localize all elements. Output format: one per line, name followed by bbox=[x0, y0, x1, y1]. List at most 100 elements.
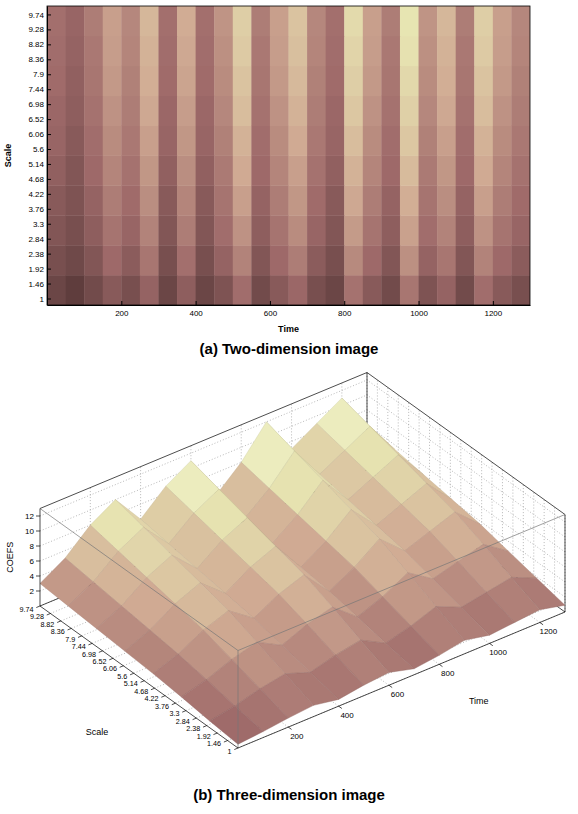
heatmap-cell bbox=[196, 6, 215, 36]
heatmap-cell bbox=[363, 126, 382, 156]
tick-label: 1000 bbox=[489, 648, 507, 657]
box-edge bbox=[367, 373, 565, 515]
heatmap-cell bbox=[103, 6, 122, 36]
tick-mark bbox=[47, 134, 51, 135]
heatmap-cell bbox=[307, 275, 326, 305]
x-axis-title: Time bbox=[278, 324, 299, 334]
heatmap-cell bbox=[307, 6, 326, 36]
tick-mark bbox=[161, 696, 165, 698]
tick-label: 10 bbox=[25, 527, 34, 536]
heatmap-cell bbox=[437, 245, 456, 275]
surface bbox=[40, 398, 565, 744]
heatmap-cell bbox=[511, 36, 530, 66]
tick-mark bbox=[47, 119, 51, 120]
tick-mark bbox=[344, 301, 345, 305]
heatmap-cell bbox=[103, 126, 122, 156]
heatmap-cell bbox=[400, 275, 419, 305]
heatmap-cell bbox=[251, 156, 270, 186]
tick-mark bbox=[36, 516, 40, 517]
heatmap-cell bbox=[474, 96, 493, 126]
tick-label: 9.74 bbox=[28, 11, 44, 20]
heatmap-cell bbox=[84, 126, 103, 156]
axis-line bbox=[47, 7, 48, 306]
tick-label: 5.6 bbox=[33, 145, 45, 154]
tick-label: 400 bbox=[189, 309, 203, 318]
heatmap-cell bbox=[456, 6, 475, 36]
heatmap-cell bbox=[381, 36, 400, 66]
heatmap-cell bbox=[400, 96, 419, 126]
tick-mark bbox=[120, 666, 124, 668]
tick-mark bbox=[47, 299, 51, 300]
heatmap-cell bbox=[363, 96, 382, 126]
tick-mark bbox=[47, 74, 51, 75]
box-front bbox=[40, 509, 565, 749]
heatmap-cell bbox=[400, 36, 419, 66]
heatmap-cell bbox=[456, 215, 475, 245]
y-axis-title: Scale bbox=[86, 727, 109, 737]
heatmap-cell bbox=[419, 66, 438, 96]
tick-label: 7.9 bbox=[33, 70, 45, 79]
tick-mark bbox=[234, 748, 238, 750]
heatmap-cell bbox=[363, 6, 382, 36]
tick-mark bbox=[36, 546, 40, 547]
heatmap-cell bbox=[251, 245, 270, 275]
heatmap-cell bbox=[47, 6, 66, 36]
heatmap-cell bbox=[493, 245, 512, 275]
tick-label: 3.3 bbox=[33, 220, 45, 229]
heatmap-cell bbox=[289, 96, 308, 126]
heatmap-cell bbox=[121, 275, 140, 305]
heatmap-cell bbox=[158, 36, 177, 66]
heatmap-cell bbox=[214, 245, 233, 275]
tick: 1000 bbox=[410, 301, 428, 318]
tick-mark bbox=[47, 209, 51, 210]
heatmap-cell bbox=[326, 215, 345, 245]
heatmap-cell bbox=[158, 96, 177, 126]
heatmap-cell bbox=[493, 185, 512, 215]
heatmap-cell bbox=[84, 6, 103, 36]
grid-line bbox=[565, 515, 566, 613]
heatmap-cell bbox=[196, 275, 215, 305]
tick-label: 6.52 bbox=[28, 115, 44, 124]
heatmap-cell bbox=[103, 36, 122, 66]
tick-label: 6 bbox=[30, 557, 35, 566]
heatmap-cell bbox=[233, 36, 252, 66]
heatmap-cell bbox=[363, 215, 382, 245]
heatmap-cell bbox=[103, 275, 122, 305]
heatmap-cell bbox=[381, 96, 400, 126]
heatmap-cell bbox=[47, 126, 66, 156]
heatmap-cell bbox=[381, 185, 400, 215]
heatmap-cell bbox=[511, 275, 530, 305]
tick-label: 3.3 bbox=[169, 709, 179, 718]
heatmap-cell bbox=[400, 66, 419, 96]
heatmap-cell bbox=[158, 156, 177, 186]
heatmap-cell bbox=[121, 96, 140, 126]
heatmap-cell bbox=[233, 6, 252, 36]
tick-mark bbox=[47, 179, 51, 180]
tick: 1.46 bbox=[28, 280, 51, 289]
heatmap-cell bbox=[511, 126, 530, 156]
heatmap-cell bbox=[196, 156, 215, 186]
heatmap-cell bbox=[419, 215, 438, 245]
tick-mark bbox=[57, 621, 61, 623]
tick-mark bbox=[288, 727, 291, 729]
heatmap-cell bbox=[307, 126, 326, 156]
heatmap-cell bbox=[493, 66, 512, 96]
tick-label: 2 bbox=[30, 587, 35, 596]
heatmap-cell bbox=[47, 215, 66, 245]
heatmap-cell bbox=[103, 156, 122, 186]
heatmap-cell bbox=[270, 36, 289, 66]
tick: 800 bbox=[338, 301, 352, 318]
tick-mark bbox=[270, 301, 271, 305]
heatmap-cell bbox=[270, 66, 289, 96]
heatmap-cell bbox=[493, 6, 512, 36]
heatmap-cell bbox=[140, 215, 159, 245]
tick: 3.76 bbox=[28, 205, 51, 214]
tick-mark bbox=[88, 643, 92, 645]
heatmap-cell bbox=[140, 185, 159, 215]
heatmap-cell bbox=[437, 156, 456, 186]
tick-mark bbox=[47, 194, 51, 195]
heatmap-cell bbox=[66, 245, 85, 275]
tick-label: 7.9 bbox=[65, 635, 75, 644]
box-edge bbox=[40, 509, 238, 651]
axis-line bbox=[40, 606, 238, 748]
